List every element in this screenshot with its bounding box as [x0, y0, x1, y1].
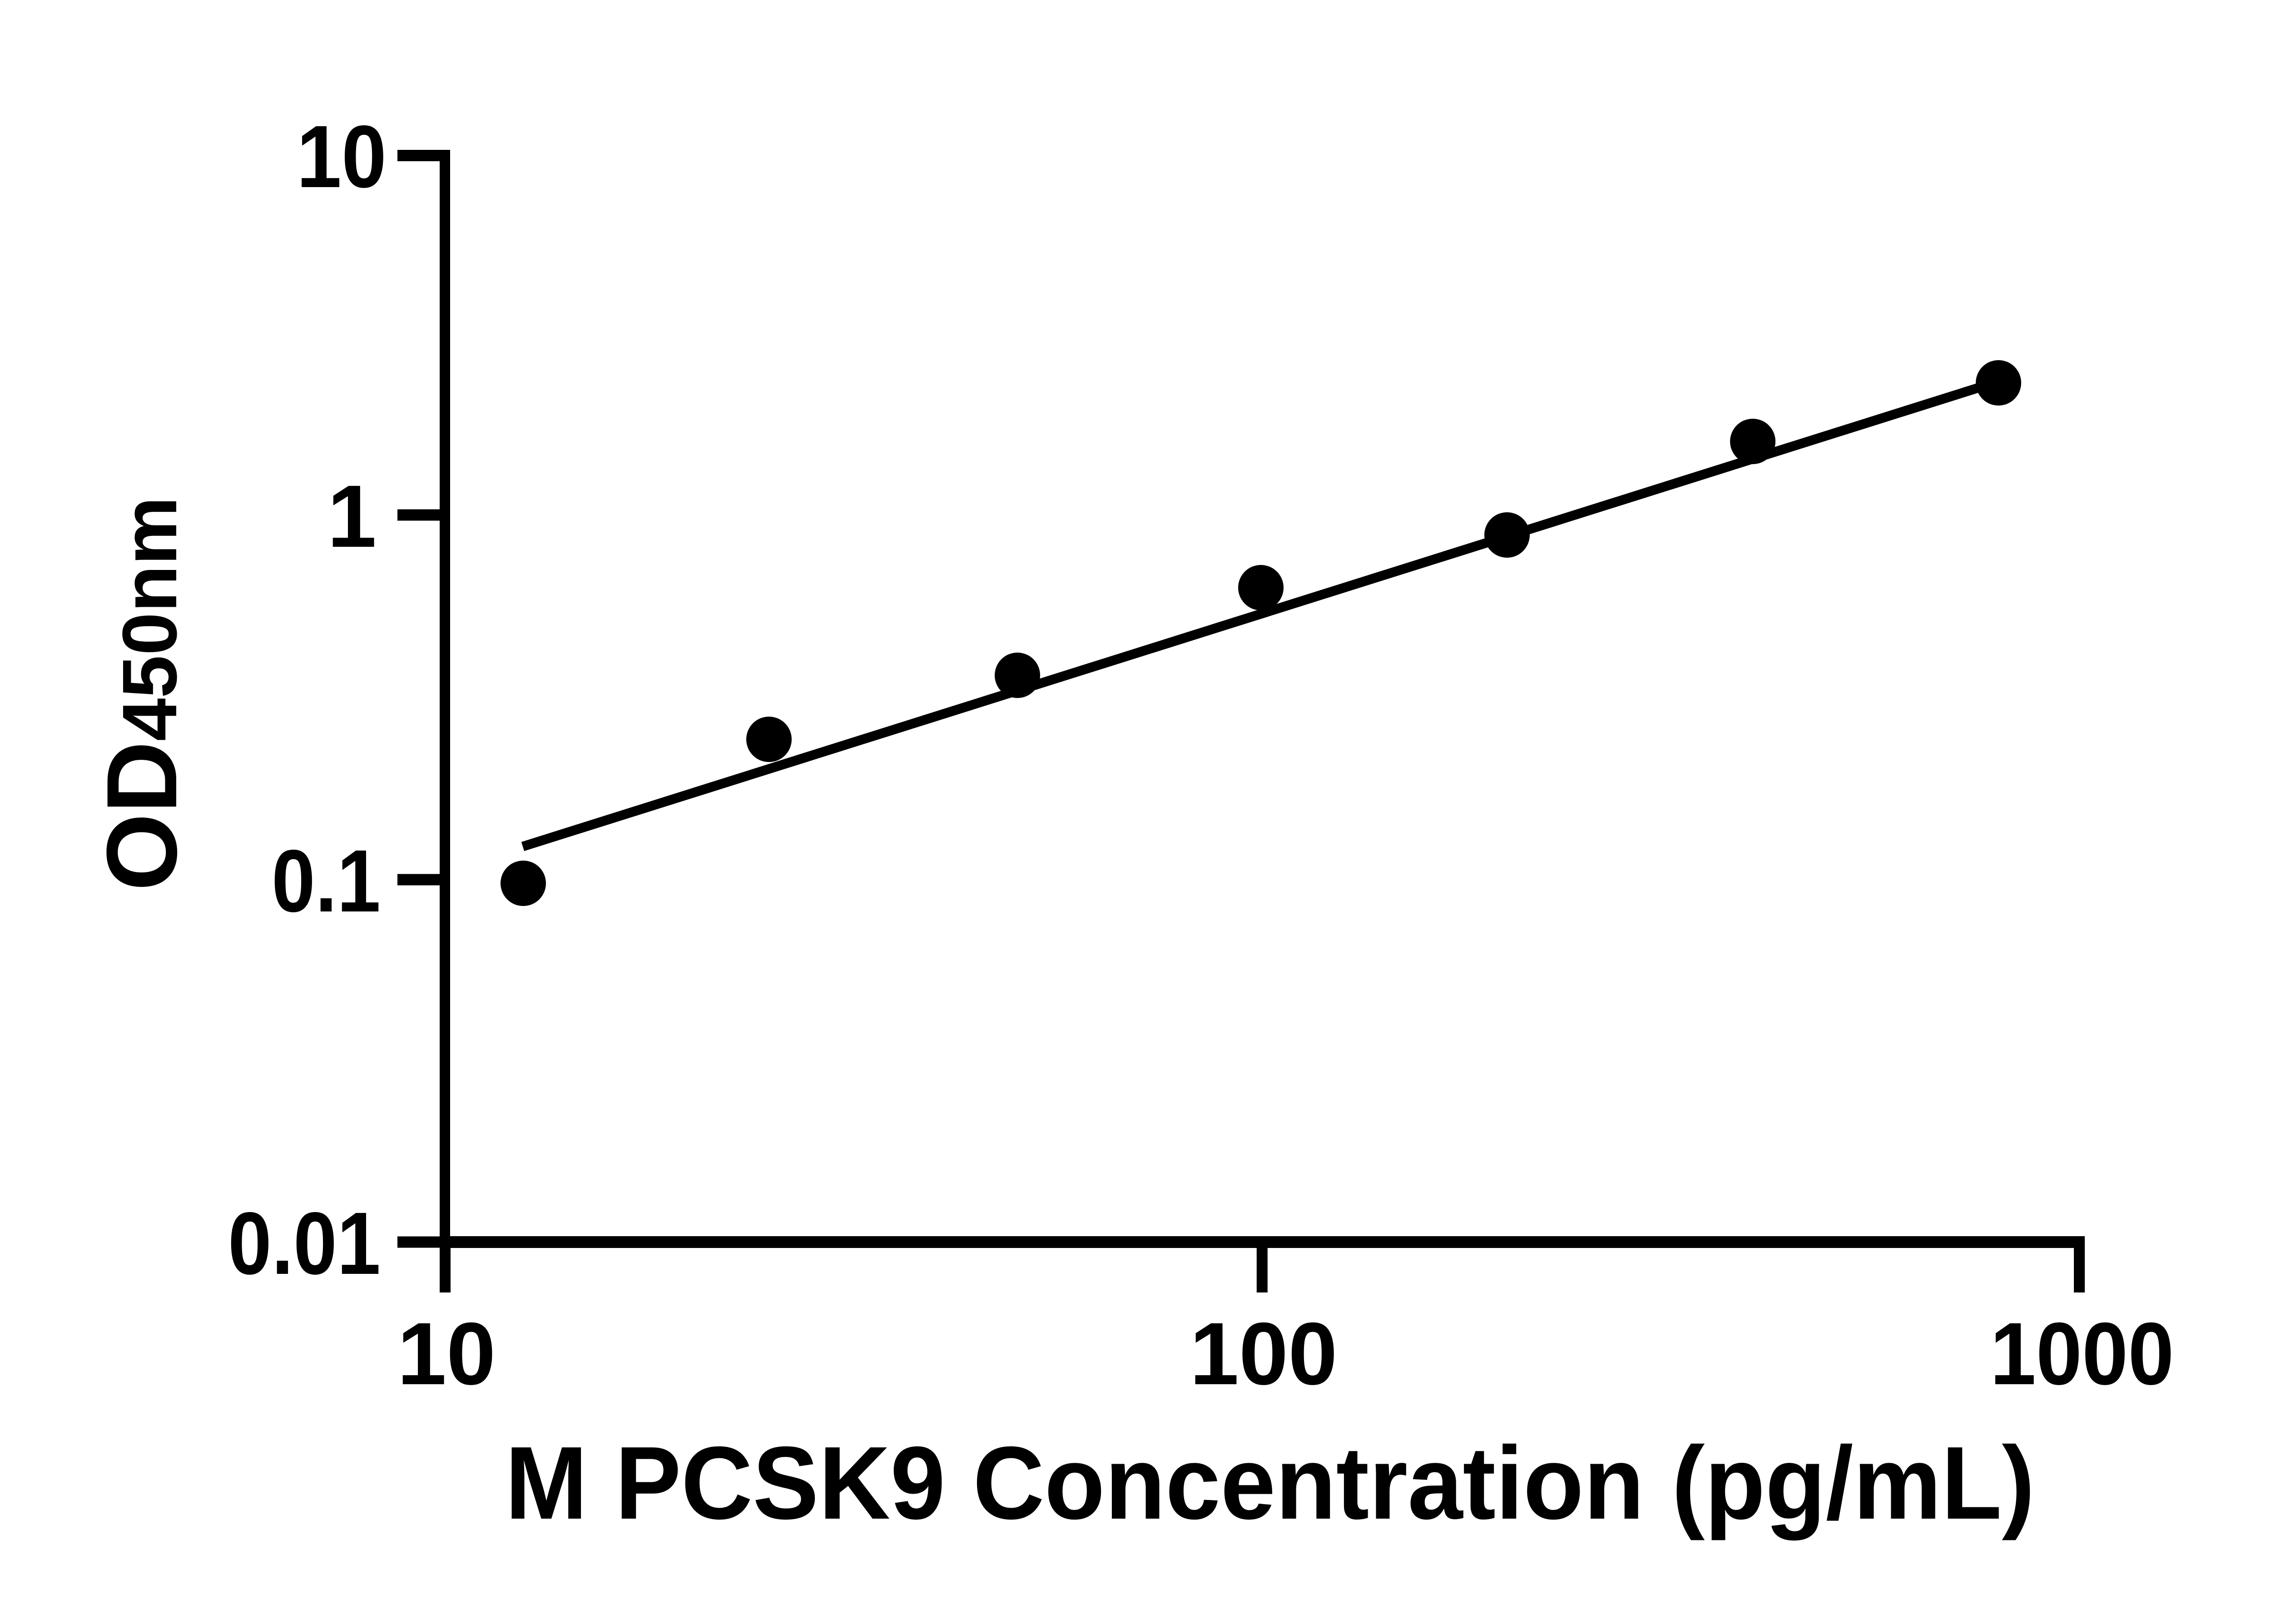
- svg-text:0.01: 0.01: [228, 1194, 381, 1293]
- svg-text:10: 10: [297, 107, 387, 206]
- svg-text:0.1: 0.1: [272, 832, 381, 931]
- svg-text:10: 10: [397, 1304, 496, 1403]
- svg-text:M PCSK9 Concentration (pg/mL): M PCSK9 Concentration (pg/mL): [505, 1426, 2035, 1541]
- svg-text:1: 1: [327, 467, 377, 566]
- svg-text:1000: 1000: [1990, 1304, 2174, 1403]
- svg-text:100: 100: [1190, 1304, 1337, 1403]
